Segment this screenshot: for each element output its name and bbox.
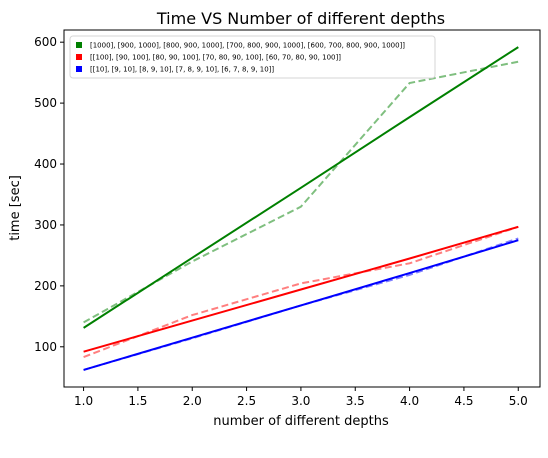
- x-tick-label: 5.0: [509, 394, 528, 408]
- legend-entry-3: [[10], [9, 10], [8, 9, 10], [7, 8, 9, 10…: [90, 66, 274, 74]
- series-3-fit-line: [83, 239, 519, 371]
- y-tick-label: 400: [34, 157, 57, 171]
- series-2-fit-line: [83, 225, 519, 353]
- chart-title: Time VS Number of different depths: [156, 9, 445, 28]
- legend-marker: [76, 54, 82, 60]
- legend-entry-1: [1000], [900, 1000], [800, 900, 1000], […: [90, 42, 405, 50]
- y-tick-label: 600: [34, 35, 57, 49]
- y-tick-label: 100: [34, 340, 57, 354]
- y-tick-label: 500: [34, 96, 57, 110]
- legend-entry-2: [[100], [90, 100], [80, 90, 100], [70, 8…: [90, 54, 341, 62]
- x-axis-label: number of different depths: [213, 414, 389, 429]
- x-tick-label: 2.0: [183, 394, 202, 408]
- x-tick-label: 1.0: [74, 394, 93, 408]
- legend-marker: [76, 66, 82, 72]
- series-1-fit-line: [83, 46, 519, 329]
- x-tick-label: 1.5: [128, 394, 147, 408]
- x-tick-label: 3.5: [346, 394, 365, 408]
- series-2-measured-line: [83, 225, 519, 359]
- x-tick-label: 2.5: [237, 394, 256, 408]
- y-tick-label: 200: [34, 279, 57, 293]
- y-tick-label: 300: [34, 218, 57, 232]
- y-axis-label: time [sec]: [8, 175, 23, 241]
- plot-area-frame: [63, 29, 541, 388]
- x-tick-label: 3.0: [291, 394, 310, 408]
- x-tick-label: 4.0: [400, 394, 419, 408]
- x-tick-label: 4.5: [454, 394, 473, 408]
- legend-box: [69, 35, 436, 79]
- series-1-measured-line: [83, 60, 519, 324]
- legend-marker: [76, 42, 82, 48]
